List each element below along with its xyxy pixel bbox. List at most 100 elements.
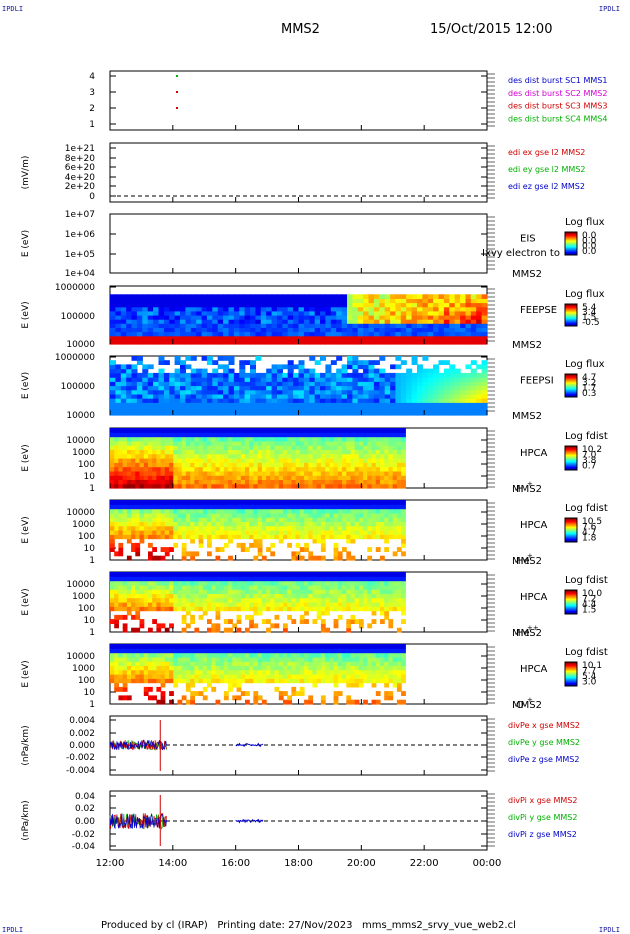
heatmap-cell [295,521,301,527]
heatmap-cell [476,302,483,308]
heatmap-cell [417,302,423,308]
heatmap-cell [142,335,149,341]
heatmap-cell [278,458,284,463]
heatmap-cell [400,310,407,316]
heatmap-cell [160,428,166,433]
heatmap-cell [131,606,136,612]
ytick-label: 2e+20 [65,182,96,192]
heatmap-cell [190,462,195,468]
heatmap-cell [215,530,221,535]
heatmap-cell [131,339,138,345]
heatmap-cell [260,335,267,341]
panel-hpca_he2: ++ [109,571,578,633]
heatmap-cell [388,530,394,535]
heatmap-cell [291,619,297,624]
heatmap-cell [110,331,116,337]
heatmap-cell [223,504,229,510]
heatmap-cell [363,302,370,308]
heatmap-cell [207,453,212,459]
heatmap-cell [164,462,170,468]
heatmap-cell [110,542,115,548]
heatmap-cell [169,652,174,658]
heatmap-cell [139,572,145,577]
heatmap-cell [330,410,337,416]
heatmap-cell [379,372,386,378]
heatmap-cell [239,385,246,391]
heatmap-cell [400,339,407,345]
heatmap-cell [126,576,132,582]
heatmap-cell [223,475,229,480]
heatmap-cell [190,508,195,514]
heatmap-cell [177,504,183,510]
heatmap-cell [126,466,132,472]
colorbar-cell [565,667,577,669]
heatmap-cell [329,602,335,607]
heatmap-cell [309,302,316,308]
heatmap-cell [422,406,429,412]
heatmap-cell [358,619,364,624]
heatmap-cell [219,483,225,489]
heatmap-cell [400,393,407,399]
heatmap-cell [163,393,170,399]
heatmap-cell [363,428,368,433]
colorbar-tick: 7.6 [582,523,597,533]
heatmap-cell [287,410,294,416]
heatmap-cell [346,538,352,544]
heatmap-cell [454,402,461,408]
heatmap-cell [206,372,213,378]
heatmap-cell [177,521,183,527]
heatmap-cell [131,364,138,370]
heatmap-cell [309,339,316,345]
heatmap-cell [160,500,166,505]
heatmap-cell [212,310,219,316]
heatmap-cell [257,584,263,590]
heatmap-cell [148,593,153,599]
heatmap-cell [277,393,283,399]
heatmap-cell [120,368,127,374]
heatmap-cell [110,644,115,649]
heatmap-cell [253,483,259,489]
heatmap-cell [207,466,212,472]
colorbar-cell [565,310,577,312]
heatmap-cell [185,644,191,649]
heatmap-cell [135,614,141,620]
heatmap-cell [396,432,402,438]
heatmap-cell [380,453,385,459]
heatmap-cell [185,584,191,590]
colorbar-cell [565,603,577,605]
heatmap-cell [388,483,394,489]
heatmap-cell [342,589,347,594]
heatmap-cell [481,298,488,304]
heatmap-cell [274,470,280,476]
heatmap-cell [177,606,183,612]
heatmap-cell [481,385,488,391]
heatmap-cell [316,445,322,450]
colorbar-cell [565,447,577,449]
heatmap-cell [342,606,347,612]
heatmap-cell [368,298,375,304]
heatmap-cell [202,572,208,577]
heatmap-cell [358,521,364,527]
heatmap-cell [314,406,321,412]
heatmap-cell [295,462,301,468]
heatmap-cell [449,398,456,403]
heatmap-cell [131,525,136,531]
colorbar-cell [565,664,577,666]
heatmap-cell [253,576,259,582]
heatmap-cell [139,508,145,514]
heatmap-cell [114,589,119,594]
heatmap-cell [142,406,149,412]
heatmap-cell [384,517,389,522]
heatmap-cell [228,661,233,666]
heatmap-cell [390,385,397,391]
heatmap-cell [449,323,456,328]
heatmap-cell [411,360,418,365]
heatmap-cell [320,339,326,345]
heatmap-cell [270,508,276,514]
colorbar-cell [565,676,577,678]
heatmap-cell [367,597,373,603]
heatmap-cell [396,547,402,552]
heatmap-cell [110,547,115,552]
heatmap-cell [156,678,162,684]
heatmap-cell [190,393,197,399]
